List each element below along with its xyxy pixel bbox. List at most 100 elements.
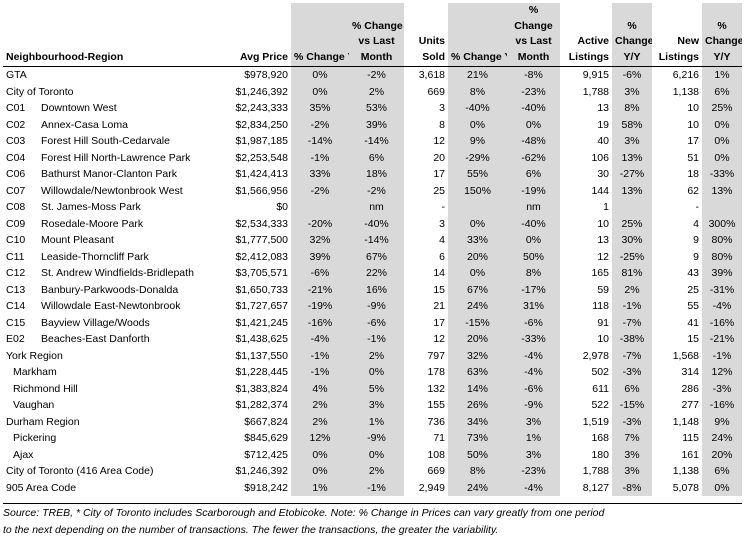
neighbourhood-name: Leaside-Thorncliff Park xyxy=(41,250,149,263)
cell-avg-price: $1,650,733 xyxy=(235,283,288,296)
cell-neighbourhood: Durham Region xyxy=(3,414,221,431)
cell-new-pct-yy: 12% xyxy=(702,364,742,381)
cell-avg-price: $2,243,333 xyxy=(235,102,288,115)
cell-avg-price: $667,824 xyxy=(244,415,288,428)
cell-units-sold: 155 xyxy=(427,399,445,412)
table-row: C10 Mount Pleasant $1,777,500 32% -14% 4 33% 0%… xyxy=(3,232,742,249)
neighbourhood-name: Forest Hill North-Lawrence Park xyxy=(41,151,191,164)
cell-units-pct-yy: 73% xyxy=(448,430,507,447)
cell-new-listings: 9 xyxy=(693,234,699,247)
cell-price-pct-yy: 32% xyxy=(291,232,349,249)
cell-active-listings: 502 xyxy=(591,366,609,379)
cell-new-pct-yy: 20% xyxy=(702,446,742,463)
cell-units-sold: 6 xyxy=(439,250,445,263)
cell-units-pct-yy: 26% xyxy=(448,397,507,414)
cell-price-pct-month: 5% xyxy=(349,380,404,397)
table-row: C14 Willowdale East-Newtonbrook $1,727,657… xyxy=(3,298,742,315)
cell-price-pct-yy: -14% xyxy=(291,133,349,150)
cell-active-listings: 10 xyxy=(597,217,609,230)
cell-active-listings: 118 xyxy=(592,300,609,313)
cell-units-pct-month: 6% xyxy=(507,166,560,183)
cell-units-pct-yy: 9% xyxy=(448,133,507,150)
cell-active-pct-yy: 3% xyxy=(612,446,652,463)
cell-avg-price: $1,424,413 xyxy=(235,168,288,181)
cell-avg-price: $1,282,374 xyxy=(235,399,288,412)
cell-price-pct-month: 0% xyxy=(349,364,404,381)
cell-avg-price: $712,425 xyxy=(244,448,288,461)
cell-price-pct-yy: 0% xyxy=(291,463,349,480)
cell-units-sold: 736 xyxy=(427,415,445,428)
cell-units-pct-month: 0% xyxy=(507,116,560,133)
cell-avg-price: $1,137,550 xyxy=(235,349,288,362)
header-price-pct-month: % Change vs Last Month xyxy=(349,3,404,67)
cell-neighbourhood: City of Toronto xyxy=(3,84,221,101)
cell-new-pct-yy: -31% xyxy=(702,281,742,298)
cell-neighbourhood: C09 Rosedale-Moore Park xyxy=(3,216,221,233)
cell-avg-price: $1,777,500 xyxy=(235,234,288,247)
cell-units-pct-month: -17% xyxy=(507,281,560,298)
cell-active-listings: 91 xyxy=(597,316,609,329)
cell-price-pct-yy: 12% xyxy=(291,430,349,447)
cell-units-sold: 669 xyxy=(427,85,445,98)
cell-units-pct-yy: 21% xyxy=(448,66,507,84)
neighbourhood-name: Willowdale/Newtonbrook West xyxy=(41,184,183,197)
cell-avg-price: $2,253,548 xyxy=(235,151,288,164)
cell-new-listings: 43 xyxy=(687,267,699,280)
cell-active-pct-yy: -15% xyxy=(612,397,652,414)
table-header: Neighbourhood-Region Avg Price % Change … xyxy=(3,3,742,67)
cell-units-pct-month: -40% xyxy=(507,100,560,117)
neighbourhood-name: Richmond Hill xyxy=(13,382,78,395)
cell-price-pct-month: 1% xyxy=(349,413,404,430)
cell-new-pct-yy: 1% xyxy=(702,66,742,84)
cell-units-pct-yy: 0% xyxy=(448,116,507,133)
cell-active-listings: 180 xyxy=(591,448,609,461)
cell-units-pct-yy: 33% xyxy=(448,232,507,249)
table-row: C11 Leaside-Thorncliff Park $2,412,083 39% 6… xyxy=(3,248,742,266)
district-code: C01 xyxy=(6,102,26,115)
cell-price-pct-month: 3% xyxy=(349,397,404,414)
cell-units-pct-yy: 8% xyxy=(448,463,507,480)
cell-new-listings: 277 xyxy=(681,399,699,412)
cell-new-listings: 15 xyxy=(687,333,699,346)
cell-units-pct-month: 3% xyxy=(507,446,560,463)
cell-units-pct-yy: 0% xyxy=(448,265,507,282)
cell-active-pct-yy: -8% xyxy=(612,479,652,496)
cell-units-pct-yy: -40% xyxy=(448,100,507,117)
cell-price-pct-yy: -2% xyxy=(291,182,349,199)
district-code: C02 xyxy=(6,118,26,131)
neighbourhood-name: Annex-Casa Loma xyxy=(41,118,128,131)
cell-units-pct-month: -9% xyxy=(507,397,560,414)
cell-units-pct-month: -6% xyxy=(507,314,560,331)
table-row: C02 Annex-Casa Loma $2,834,250 -2% 39% 8 0% 0% 1… xyxy=(3,116,742,133)
cell-new-listings: 51 xyxy=(687,151,699,164)
neighbourhood-name: Willowdale East-Newtonbrook xyxy=(41,300,181,313)
cell-new-pct-yy: -1% xyxy=(702,347,742,364)
neighbourhood-name: York Region xyxy=(6,349,63,362)
cell-units-pct-yy xyxy=(448,199,507,216)
cell-new-listings: 62 xyxy=(687,184,699,197)
table-row: Pickering $845,629 12% -9% 71 73% 1% 168 7% 115 24… xyxy=(3,430,742,447)
cell-active-listings: 168 xyxy=(591,432,609,445)
cell-price-pct-yy: 39% xyxy=(291,248,349,265)
cell-new-pct-yy: 80% xyxy=(702,248,742,265)
cell-price-pct-month: 67% xyxy=(349,248,404,265)
cell-neighbourhood: C13 Banbury-Parkwoods-Donalda xyxy=(3,282,221,299)
cell-avg-price: $1,987,185 xyxy=(235,135,288,148)
cell-units-sold: 21 xyxy=(433,300,445,313)
neighbourhood-name: 905 Area Code xyxy=(6,481,77,494)
cell-price-pct-month: -2% xyxy=(349,66,404,84)
table-row: C08 St. James-Moss Park $0 nm - nm 1 - xyxy=(3,199,742,216)
table-row: C04 Forest Hill North-Lawrence Park $2,253… xyxy=(3,149,742,166)
cell-price-pct-yy: 35% xyxy=(291,100,349,117)
cell-neighbourhood: C11 Leaside-Thorncliff Park xyxy=(3,249,221,266)
cell-units-pct-month: 3% xyxy=(507,413,560,430)
cell-neighbourhood: C08 St. James-Moss Park xyxy=(3,199,221,216)
table-row: C07 Willowdale/Newtonbrook West $1,566,956… xyxy=(3,182,742,199)
cell-units-sold: 178 xyxy=(427,366,445,379)
cell-neighbourhood: C10 Mount Pleasant xyxy=(3,232,221,249)
cell-units-pct-yy: 20% xyxy=(448,248,507,265)
table-row: C12 St. Andrew Windfields-Bridlepath $3,70… xyxy=(3,265,742,282)
cell-active-listings: 9,915 xyxy=(582,69,609,82)
cell-new-listings: 10 xyxy=(687,118,699,131)
cell-new-pct-yy: -21% xyxy=(702,331,742,348)
